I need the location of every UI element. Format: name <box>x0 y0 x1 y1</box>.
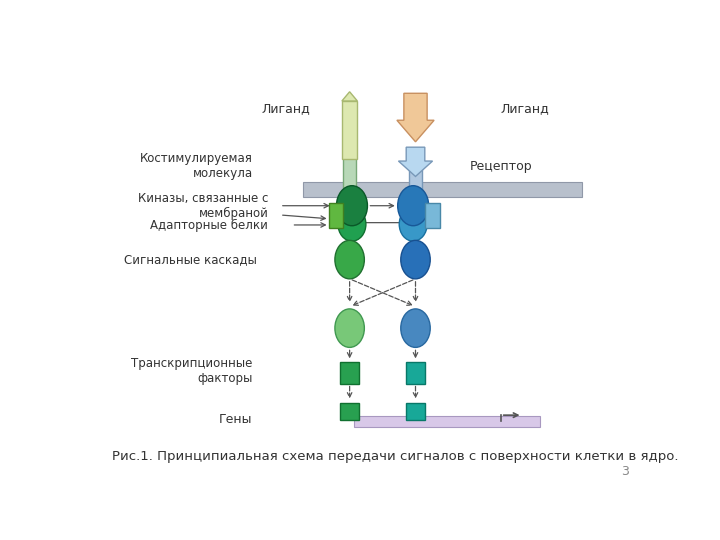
Text: Транскрипционные
факторы: Транскрипционные факторы <box>131 357 253 385</box>
Bar <box>409 155 422 202</box>
Text: Лиганд: Лиганд <box>500 102 549 115</box>
Polygon shape <box>397 93 434 142</box>
Bar <box>342 102 357 159</box>
Ellipse shape <box>335 309 364 347</box>
Bar <box>341 362 359 383</box>
Ellipse shape <box>401 240 431 279</box>
Text: Киназы, связанные с
мембраной: Киназы, связанные с мембраной <box>138 192 269 220</box>
Text: Рис.1. Принципиальная схема передачи сигналов с поверхности клетки в ядро.: Рис.1. Принципиальная схема передачи сиг… <box>112 450 678 463</box>
Ellipse shape <box>338 207 366 241</box>
Bar <box>343 144 356 152</box>
Bar <box>406 403 425 420</box>
Bar <box>406 362 425 383</box>
Bar <box>425 204 441 228</box>
Bar <box>354 416 539 427</box>
Text: 3: 3 <box>621 465 629 478</box>
Text: Костимулируемая
молекула: Костимулируемая молекула <box>140 152 253 180</box>
Bar <box>303 182 582 197</box>
Polygon shape <box>342 92 357 101</box>
Text: Лиганд: Лиганд <box>261 102 310 115</box>
Ellipse shape <box>399 207 427 241</box>
Text: Сигнальные каскады: Сигнальные каскады <box>124 253 256 266</box>
Text: Рецептор: Рецептор <box>469 160 532 173</box>
Ellipse shape <box>335 240 364 279</box>
Bar <box>343 145 356 200</box>
Bar <box>330 204 343 228</box>
Ellipse shape <box>397 186 428 226</box>
Polygon shape <box>398 147 433 177</box>
Bar <box>341 403 359 420</box>
Text: Адапторные белки: Адапторные белки <box>150 218 269 232</box>
Text: Гены: Гены <box>220 413 253 426</box>
Ellipse shape <box>336 186 367 226</box>
Ellipse shape <box>401 309 431 347</box>
